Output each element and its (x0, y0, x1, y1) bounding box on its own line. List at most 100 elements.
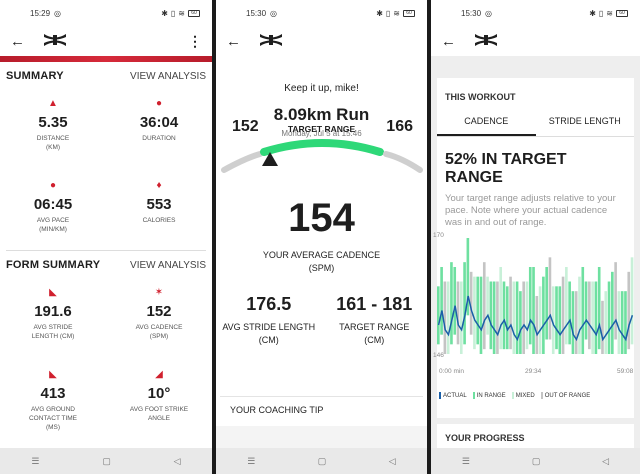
app-bar: ← (216, 26, 427, 56)
status-bar: 15:30 ◎ ✱ ▯ ≋ 60 (431, 0, 640, 26)
pace-value: 06:45 (33, 196, 73, 213)
form-summary-header: FORM SUMMARY VIEW ANALYSIS (0, 251, 212, 275)
back-nav-icon[interactable]: ◁ (602, 455, 610, 466)
range-band (519, 291, 522, 354)
range-band (450, 262, 453, 345)
summary-header: SUMMARY VIEW ANALYSIS (0, 62, 212, 86)
tab-stride-length[interactable]: STRIDE LENGTH (548, 116, 621, 126)
coaching-tip-card[interactable]: YOUR COACHING TIP (220, 396, 423, 422)
range-band (578, 276, 581, 354)
range-band (607, 281, 611, 354)
status-bar: 15:30 ◎ ✱ ▯ ≋ 60 (216, 0, 427, 26)
encouragement-text: Keep it up, mike! (284, 83, 359, 94)
range-band (558, 286, 562, 354)
tab-cadence[interactable]: CADENCE (437, 116, 536, 136)
recents-icon[interactable]: ☰ (31, 455, 40, 466)
metric-tabs: CADENCE STRIDE LENGTH (437, 116, 634, 137)
ground-contact-label: AVG GROUND CONTACT TIME (MS) (28, 406, 78, 431)
home-icon[interactable]: ▢ (102, 455, 111, 466)
recents-icon[interactable]: ☰ (461, 455, 470, 466)
app-bar: ← ⋮ (0, 26, 212, 56)
bluetooth-icon: ✱ (589, 8, 596, 18)
run-title: 8.09km Run (273, 105, 370, 124)
back-nav-icon[interactable]: ◁ (173, 455, 181, 466)
range-label: TARGET RANGE (287, 124, 356, 134)
range-band (469, 271, 473, 335)
your-progress-title: YOUR PROGRESS (437, 424, 634, 450)
legend-mixed: MIXED (511, 392, 535, 399)
stride-value: 191.6 (34, 303, 72, 320)
cadence-label: AVG CADENCE (SPM) (135, 324, 183, 340)
stride-stat: ◣ 191.6 AVG STRIDE LENGTH (CM) (0, 275, 106, 357)
bluetooth-icon: ✱ (376, 8, 383, 18)
wifi-icon: ≋ (393, 8, 400, 18)
under-armour-logo-icon (475, 34, 497, 46)
range-band (630, 257, 634, 345)
back-arrow-icon[interactable]: ← (10, 32, 25, 50)
chart-legend: ACTUAL IN RANGE MIXED OUT OF RANGE (439, 392, 636, 399)
actual-cadence-line (437, 295, 634, 342)
range-band (601, 300, 604, 354)
range-band (571, 291, 575, 354)
stride-target-pair: 176.5 AVG STRIDE LENGTH (CM) 161 - 181 TA… (216, 294, 427, 347)
range-band (456, 281, 460, 345)
stride-label: AVG STRIDE LENGTH (CM) (31, 324, 75, 340)
form-view-analysis-link[interactable]: VIEW ANALYSIS (130, 259, 206, 271)
range-band (551, 286, 555, 354)
target-range-block: 161 - 181 TARGET RANGE (CM) (322, 294, 428, 347)
duration-stat: ● 36:04 DURATION (106, 86, 212, 168)
recents-icon[interactable]: ☰ (247, 455, 256, 466)
range-band (581, 267, 585, 354)
shoe-icon: ◣ (49, 287, 57, 298)
x-tick-start: 0:00 min (439, 368, 464, 375)
cadence-content: Keep it up, mike! 8.09km Run Monday, Jul… (216, 56, 427, 426)
summary-view-analysis-link[interactable]: VIEW ANALYSIS (130, 70, 206, 82)
workout-content: THIS WORKOUT CADENCE STRIDE LENGTH 52% I… (431, 56, 640, 448)
range-band (617, 291, 621, 354)
cadence-stat: ✶ 152 AVG CADENCE (SPM) (106, 275, 212, 357)
back-nav-icon[interactable]: ◁ (388, 455, 396, 466)
x-tick-mid: 29:34 (525, 368, 542, 375)
whatsapp-icon: ◎ (270, 8, 278, 18)
cadence-value: 152 (146, 303, 172, 320)
under-armour-logo-icon (260, 34, 282, 46)
distance-value: 5.35 (38, 114, 68, 131)
more-menu-icon[interactable]: ⋮ (188, 32, 202, 49)
divider (6, 250, 206, 251)
range-band (555, 286, 558, 350)
range-band (611, 271, 614, 354)
back-arrow-icon[interactable]: ← (226, 32, 241, 50)
average-cadence-value: 154 (288, 196, 355, 240)
pace-label: AVG PACE (MIN/KM) (36, 217, 70, 233)
legend-out-of-range: OUT OF RANGE (540, 392, 590, 399)
home-icon[interactable]: ▢ (531, 455, 541, 466)
back-arrow-icon[interactable]: ← (441, 32, 456, 50)
range-band (594, 281, 598, 354)
range-band (525, 281, 529, 350)
calories-stat: ♦ 553 CALORIES (106, 168, 212, 250)
pace-icon: ● (49, 180, 57, 191)
range-band (574, 291, 578, 354)
run-date: Monday, Jul 5 at 15:46 (281, 129, 362, 138)
vibrate-icon: ▯ (170, 8, 176, 18)
range-band (561, 276, 565, 354)
home-icon[interactable]: ▢ (317, 455, 327, 466)
gauge-left-track (221, 151, 263, 173)
y-tick-max: 170 (433, 232, 444, 239)
legend-in-range: IN RANGE (472, 392, 506, 399)
form-grid: ◣ 191.6 AVG STRIDE LENGTH (CM) ✶ 152 AVG … (0, 275, 212, 439)
in-range-title: 52% IN TARGET RANGE (445, 151, 567, 186)
in-range-description: Your target range adjusts relative to yo… (445, 193, 616, 228)
range-band (545, 267, 548, 340)
range-low-value: 152 (232, 118, 259, 135)
bluetooth-icon: ✱ (161, 8, 168, 18)
status-bar: 15:29 ◎ ✱ ▯ ≋ 60 (0, 0, 212, 26)
range-band (509, 276, 512, 350)
distance-label: DISTANCE (KM) (36, 135, 70, 151)
y-tick-min: 146 (433, 352, 444, 359)
range-band (614, 262, 617, 340)
shoe-icon: ◣ (49, 369, 57, 380)
duration-label: DURATION (142, 135, 176, 142)
range-band (446, 281, 450, 354)
